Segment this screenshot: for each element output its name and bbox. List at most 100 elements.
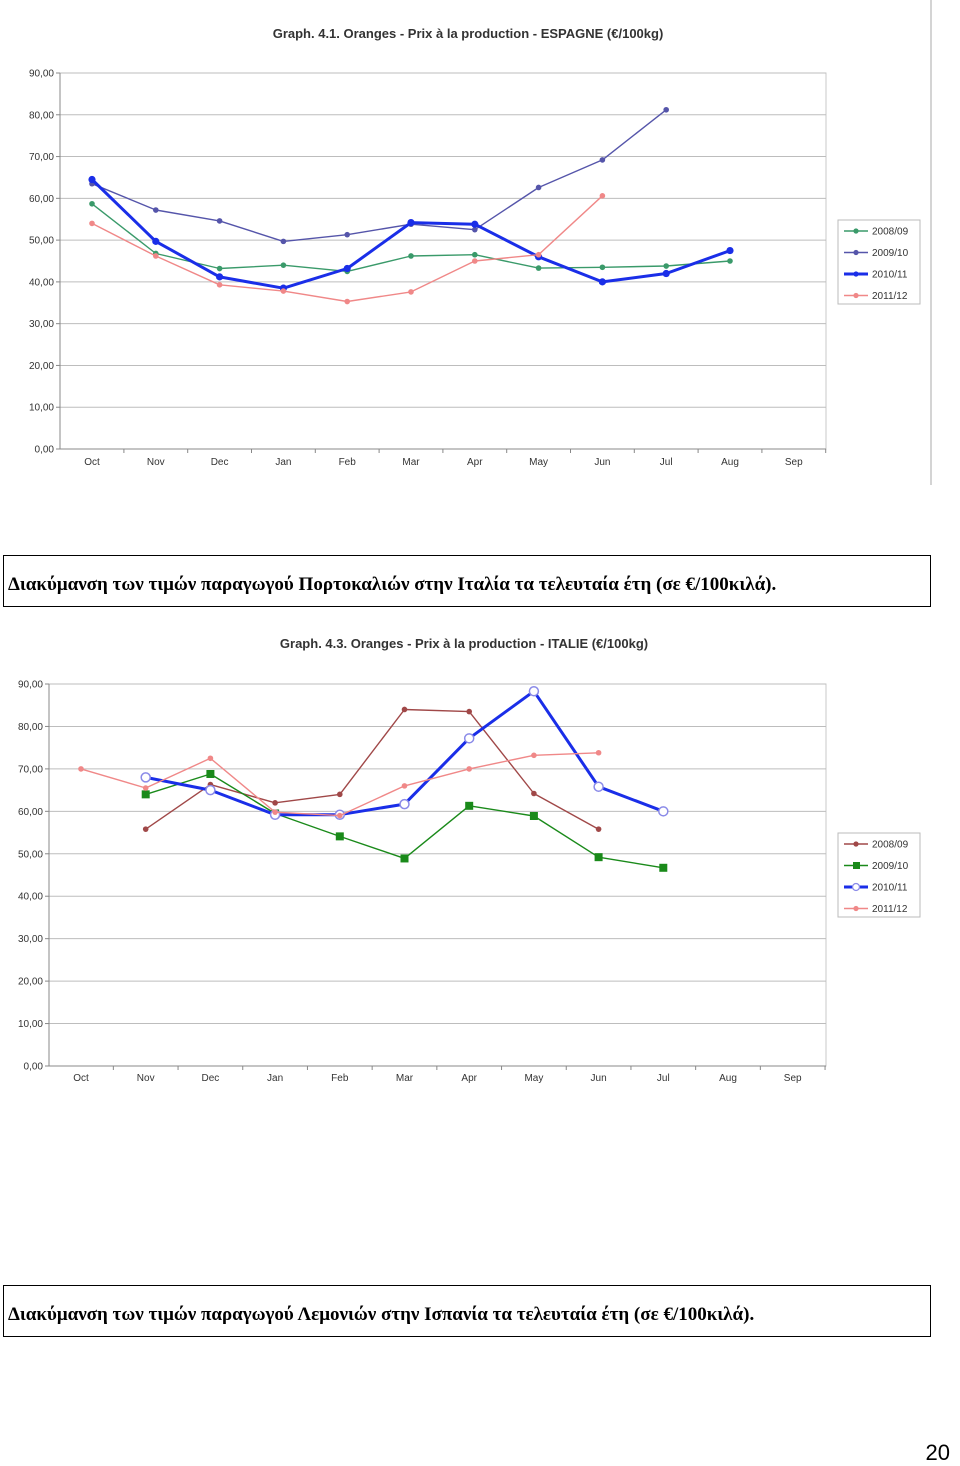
y-tick-label: 0,00 [24,1062,44,1073]
series-2008-09 [142,706,602,832]
data-point [472,251,478,258]
data-point [337,812,343,819]
y-tick-label: 80,00 [29,110,54,121]
data-point [535,184,542,191]
x-tick-label: Aug [721,457,739,468]
chart-espagne-svg: Graph. 4.1. Oranges - Prix à la producti… [29,26,921,468]
y-tick-label: 20,00 [29,361,54,372]
data-point [466,766,473,772]
x-tick-label: Oct [84,457,100,468]
data-point [471,220,479,228]
y-tick-label: 30,00 [29,319,54,330]
x-tick-label: Oct [73,1073,89,1084]
data-point [343,264,351,273]
y-tick-label: 50,00 [18,849,43,860]
series-2011-12 [89,193,606,305]
data-point [401,783,408,789]
data-point [142,826,149,832]
y-tick-label: 60,00 [18,807,43,818]
data-point [88,175,96,184]
data-point [140,772,151,783]
y-tick-label: 70,00 [18,764,43,775]
x-tick-label: Apr [467,457,483,468]
data-point [400,854,409,863]
data-point [216,273,224,281]
legend-box [837,832,921,918]
data-point [472,258,478,264]
data-point [141,790,150,799]
data-point [662,269,670,278]
x-tick-label: Jul [657,1073,670,1084]
x-tick-label: Aug [719,1073,737,1084]
series-2011-12 [78,749,602,819]
data-point [152,237,160,245]
chart-title: Graph. 4.1. Oranges - Prix à la producti… [273,26,664,41]
x-tick-label: Jun [591,1073,607,1084]
y-tick-label: 70,00 [29,152,54,163]
y-tick-label: 90,00 [18,680,43,691]
series-line [145,708,599,830]
x-tick-label: Jan [267,1073,283,1084]
data-point [207,755,214,762]
y-tick-label: 80,00 [18,722,43,733]
legend-label: 2011/12 [872,291,908,302]
data-point [663,106,669,113]
data-point [528,685,540,697]
data-point [78,766,84,772]
data-point [153,253,159,259]
legend-swatch-marker [853,905,859,912]
data-point [531,752,537,759]
legend-label: 2008/09 [872,227,909,238]
data-point [142,785,149,791]
data-point [472,226,478,233]
y-tick-label: 0,00 [35,445,55,456]
data-point [272,800,278,806]
x-tick-label: Sep [785,457,803,468]
data-point [535,265,542,271]
series-2009-10 [89,106,669,245]
legend-label: 2010/11 [872,270,908,281]
caption-italy-oranges: Διακύμανση των τιμών παραγωγού Πορτοκαλι… [3,555,931,607]
x-tick-label: Apr [461,1073,477,1084]
legend-label: 2009/10 [872,248,909,259]
plot-area [59,72,827,450]
data-point [399,798,410,810]
data-point [599,193,606,199]
data-point [280,262,287,268]
data-point [658,806,669,817]
data-point [727,258,733,264]
y-tick-label: 40,00 [18,892,43,903]
data-point [595,749,602,756]
legend-swatch-marker [853,292,859,299]
data-point [659,863,668,872]
legend-swatch-marker [853,862,860,869]
chart-legend: 2008/09 2009/10 2010/11 2011/12 [837,832,921,918]
y-tick-label: 60,00 [29,194,54,205]
data-point [598,278,607,286]
plot-area [48,683,827,1067]
series-line [91,109,667,243]
data-point [216,265,223,272]
data-point [531,790,537,797]
caption-spain-lemons: Διακύμανση των τιμών παραγωγού Λεμονιών … [3,1285,931,1337]
x-tick-label: Dec [211,457,229,468]
legend-label: 2009/10 [872,861,909,872]
x-tick-label: Dec [202,1073,220,1084]
data-point [408,289,414,295]
y-tick-label: 20,00 [18,977,43,988]
data-point [529,812,538,821]
x-tick-label: May [524,1073,543,1084]
legend-swatch-marker [851,882,861,892]
legend-label: 2010/11 [872,883,908,894]
data-point [280,238,287,245]
x-tick-label: Feb [331,1073,349,1084]
data-point [408,253,414,259]
x-tick-label: Nov [137,1073,155,1084]
x-tick-label: Jun [594,457,610,468]
x-tick-label: Nov [147,457,165,468]
y-tick-label: 10,00 [29,403,54,414]
page-number: 20 [925,1440,950,1465]
data-point [594,853,603,862]
chart-italie-svg: Graph. 4.3. Oranges - Prix à la producti… [18,636,921,1084]
data-point [466,708,473,715]
